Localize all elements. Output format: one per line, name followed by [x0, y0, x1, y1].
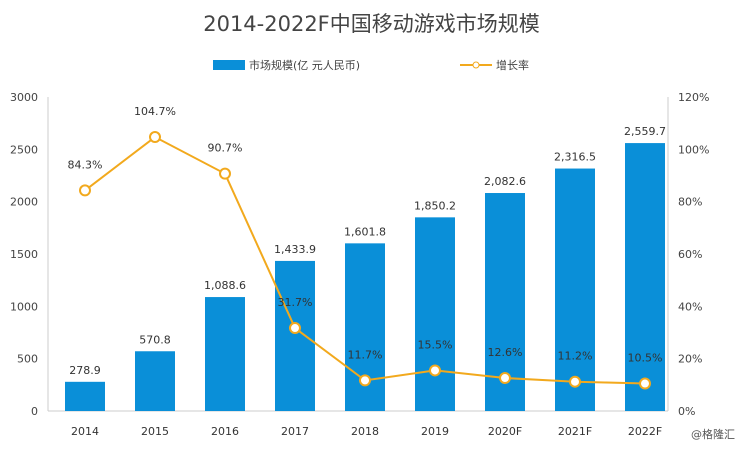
- line-point: [359, 374, 371, 387]
- line-data-label: 31.7%: [278, 296, 313, 309]
- line-data-label: 11.2%: [558, 350, 593, 363]
- bar: [625, 143, 665, 412]
- y-tick-label: 2000: [10, 196, 38, 209]
- legend-label-line: 增长率: [496, 59, 529, 72]
- bar: [135, 351, 175, 411]
- y2-tick-label: 120%: [678, 91, 709, 104]
- y2-tick-label: 0%: [678, 405, 695, 418]
- y-tick-label: 1500: [10, 248, 38, 261]
- x-tick-label: 2014: [71, 425, 99, 438]
- line-data-label: 90.7%: [208, 142, 243, 155]
- x-tick-label: 2015: [141, 425, 169, 438]
- chart-title: 2014-2022F中国移动游戏市场规模: [203, 12, 540, 36]
- y2-tick-label: 100%: [678, 143, 709, 156]
- bar-data-label: 2,316.5: [554, 151, 596, 164]
- y2-tick-label: 60%: [678, 248, 702, 261]
- line-point: [149, 131, 161, 144]
- line-data-label: 104.7%: [134, 105, 176, 118]
- x-tick-label: 2018: [351, 425, 379, 438]
- y-tick-label: 0: [31, 405, 38, 418]
- y2-tick-label: 20%: [678, 353, 702, 366]
- line-point: [79, 184, 91, 197]
- bar-data-label: 570.8: [139, 333, 171, 346]
- y2-tick-label: 40%: [678, 300, 702, 313]
- x-tick-label: 2022F: [628, 425, 662, 438]
- line-point: [499, 372, 511, 385]
- legend-item-bar: 市场规模(亿 元人民币): [213, 57, 360, 73]
- bar: [415, 217, 455, 411]
- y-tick-label: 500: [17, 353, 38, 366]
- y-tick-label: 2500: [10, 143, 38, 156]
- bar-data-label: 2,082.6: [484, 175, 526, 188]
- legend-item-line: 增长率: [460, 57, 529, 73]
- x-tick-label: 2019: [421, 425, 449, 438]
- x-tick-label: 2021F: [558, 425, 592, 438]
- bar-data-label: 1,601.8: [344, 225, 386, 238]
- legend-swatch-bar: [213, 60, 245, 70]
- bar: [275, 260, 315, 411]
- y-tick-label: 1000: [10, 300, 38, 313]
- bar: [65, 381, 105, 411]
- bar-data-label: 1,433.9: [274, 243, 316, 256]
- line-point: [639, 377, 651, 390]
- line-data-label: 84.3%: [68, 158, 103, 171]
- line-data-label: 15.5%: [418, 338, 453, 351]
- bar-data-label: 1,088.6: [204, 279, 246, 292]
- x-tick-label: 2020F: [488, 425, 522, 438]
- x-tick-label: 2016: [211, 425, 239, 438]
- credit: @格隆汇: [691, 428, 735, 441]
- line-data-label: 12.6%: [488, 346, 523, 359]
- line-point: [219, 167, 231, 180]
- x-tick-label: 2017: [281, 425, 309, 438]
- bar: [205, 297, 245, 411]
- y-tick-label: 3000: [10, 91, 38, 104]
- line-data-label: 11.7%: [348, 348, 383, 361]
- bar-data-label: 1,850.2: [414, 199, 456, 212]
- line-data-label: 10.5%: [628, 352, 663, 365]
- y2-tick-label: 80%: [678, 196, 702, 209]
- line-point: [429, 364, 441, 377]
- legend-label-bar: 市场规模(亿 元人民币): [249, 59, 361, 72]
- line-point: [569, 375, 581, 388]
- bar: [555, 168, 595, 411]
- legend-swatch-line: [460, 61, 492, 69]
- line-point: [289, 322, 301, 335]
- bar-data-label: 278.9: [69, 364, 101, 377]
- bar-data-label: 2,559.7: [624, 125, 666, 138]
